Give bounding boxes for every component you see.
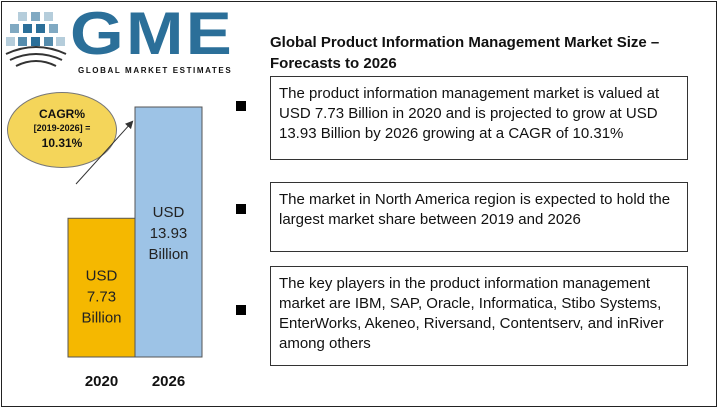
bar-value-label: Billion bbox=[148, 246, 188, 263]
cagr-value: 10.31% bbox=[41, 136, 83, 150]
fact-text-1: The product information management marke… bbox=[279, 85, 660, 142]
bar-2020 bbox=[67, 217, 136, 358]
cagr-arrow bbox=[75, 120, 134, 185]
market-size-bar-chart: USD 7.73 Billion 2020 USD 13.93 Billion 2026 bbox=[67, 106, 203, 390]
bullet-marker-3 bbox=[236, 305, 246, 315]
logo-tagline: GLOBAL MARKET ESTIMATES bbox=[78, 66, 233, 75]
x-tick-label: 2026 bbox=[152, 373, 185, 390]
bar-2026 bbox=[134, 106, 203, 358]
fact-text-3: The key players in the product informati… bbox=[279, 275, 664, 352]
fact-box-2: The market in North America region is ex… bbox=[270, 182, 688, 252]
bullet-marker-2 bbox=[236, 204, 246, 214]
bar-value-label: USD bbox=[153, 204, 185, 221]
cagr-bubble: CAGR% [2019-2026] = 10.31% bbox=[7, 92, 117, 168]
bar-value-label: Billion bbox=[81, 309, 121, 326]
bar-value-label: 13.93 bbox=[150, 225, 188, 242]
page-title: Global Product Information Management Ma… bbox=[270, 34, 660, 72]
logo-wordmark: GME bbox=[70, 0, 235, 67]
cagr-period: [2019-2026] = bbox=[33, 123, 91, 133]
bar-value-label: 7.73 bbox=[87, 288, 116, 305]
globe-icon bbox=[5, 12, 67, 67]
fact-box-3: The key players in the product informati… bbox=[270, 266, 688, 366]
x-tick-label: 2020 bbox=[85, 373, 118, 390]
fact-box-1: The product information management marke… bbox=[270, 76, 688, 160]
bullet-marker-1 bbox=[236, 101, 246, 111]
gme-logo: GME GLOBAL MARKET ESTIMATES bbox=[4, 2, 240, 76]
cagr-label: CAGR% bbox=[38, 107, 85, 121]
fact-text-2: The market in North America region is ex… bbox=[279, 191, 671, 228]
bar-value-label: USD bbox=[86, 267, 118, 284]
